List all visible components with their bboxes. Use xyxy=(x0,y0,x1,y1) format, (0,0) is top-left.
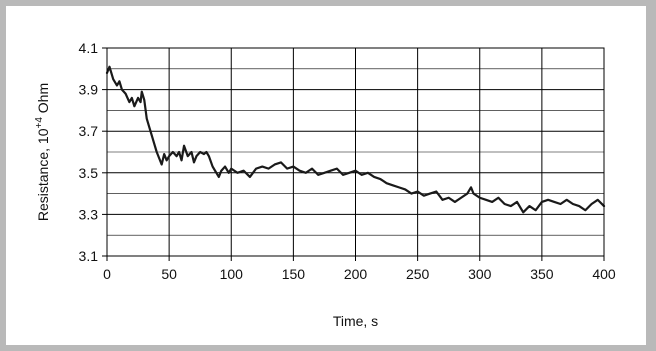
y-tick-label: 3.5 xyxy=(79,165,99,181)
series-line xyxy=(105,65,606,214)
x-tick-label: 350 xyxy=(530,266,554,282)
y-axis-label-unit: Ohm xyxy=(35,83,51,117)
y-tick-label: 3.3 xyxy=(79,206,99,222)
x-tick-label: 150 xyxy=(282,266,306,282)
y-axis-label-main: Resistance, 10 xyxy=(35,128,51,221)
line-chart: 0 50 100 150 200 250 300 350 400 3.1 3.3 3.5 3.7 3.9… xyxy=(34,40,616,329)
grid xyxy=(106,47,605,257)
y-tick-label: 3.7 xyxy=(79,123,99,139)
x-tick-label: 0 xyxy=(103,266,111,282)
x-tick-label: 100 xyxy=(220,266,244,282)
y-tick-label: 4.1 xyxy=(79,40,99,56)
plot-border xyxy=(106,47,605,257)
x-tick-label: 300 xyxy=(468,266,492,282)
y-axis-label-sup: +4 xyxy=(34,117,45,129)
y-axis-ticks: 3.1 3.3 3.5 3.7 3.9 4.1 xyxy=(79,40,107,264)
chart-frame: 0 50 100 150 200 250 300 350 400 3.1 3.3 3.5 3.7 3.9… xyxy=(6,6,646,345)
y-tick-label: 3.1 xyxy=(79,248,99,264)
x-tick-label: 200 xyxy=(344,266,368,282)
x-axis-ticks: 0 50 100 150 200 250 300 350 400 xyxy=(103,256,616,282)
y-axis-label: Resistance, 10+4 Ohm xyxy=(34,83,51,221)
x-tick-label: 400 xyxy=(592,266,616,282)
series-layer xyxy=(105,65,606,214)
x-axis-label: Time, s xyxy=(333,313,378,329)
x-tick-label: 250 xyxy=(406,266,430,282)
x-tick-label: 50 xyxy=(161,266,177,282)
y-tick-label: 3.9 xyxy=(79,82,99,98)
